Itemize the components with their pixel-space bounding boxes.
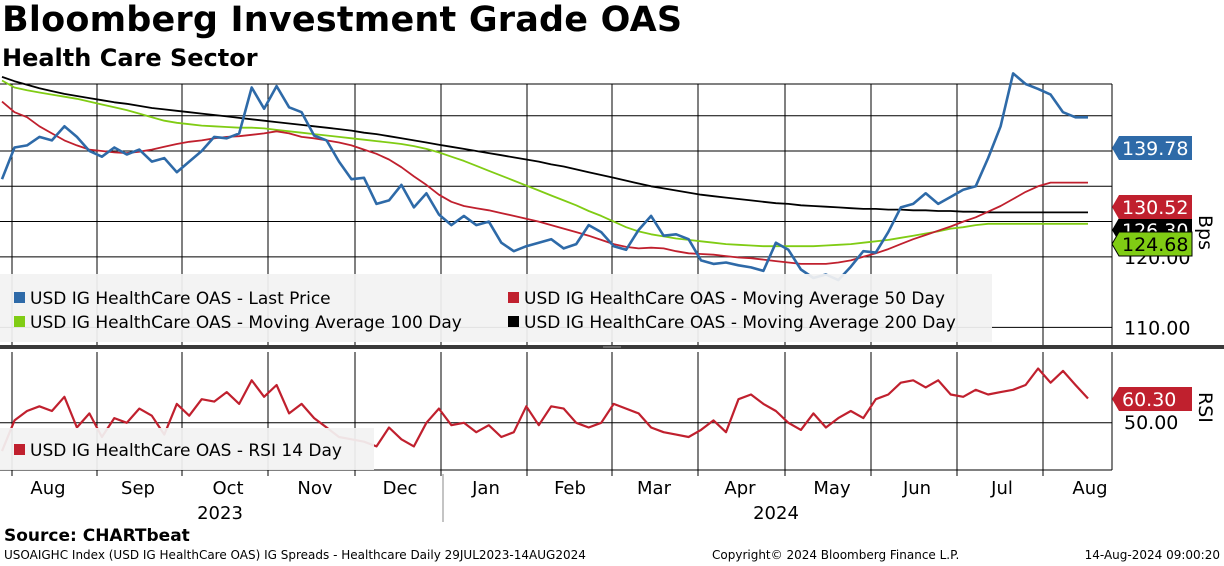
- legend-swatch-ma200: [508, 316, 519, 327]
- copyright: Copyright© 2024 Bloomberg Finance L.P.: [712, 548, 960, 562]
- rsi-ytick-label: 50.00: [1124, 412, 1178, 434]
- x-year-label-2024: 2024: [753, 503, 799, 524]
- last-value-tag-ma100: 124.68: [1111, 231, 1193, 257]
- rsi-series-group: [0, 367, 1089, 452]
- series-line-last_price: [0, 72, 1088, 282]
- svg-text:124.68: 124.68: [1122, 234, 1188, 256]
- x-tick-label-feb: Feb: [554, 478, 586, 499]
- ticker-line: USOAIGHC Index (USD IG HealthCare OAS) I…: [4, 548, 586, 562]
- x-tick-label-sep: Sep: [121, 478, 155, 499]
- x-tick-label-apr: Apr: [724, 478, 756, 499]
- legend-swatch-ma50: [508, 292, 519, 303]
- x-tick-label-aug: Aug: [30, 478, 65, 499]
- chart-subtitle: Health Care Sector: [2, 44, 258, 72]
- series-line-rsi: [0, 367, 1089, 452]
- x-tick-label-dec: Dec: [383, 478, 418, 499]
- legend-label-rsi: USD IG HealthCare OAS - RSI 14 Day: [30, 441, 342, 461]
- legend-swatch-rsi: [14, 444, 25, 455]
- x-tick-label-may: May: [813, 478, 851, 499]
- last-value-tag-last_price: 139.78: [1112, 136, 1192, 160]
- x-tick-label-jul: Jul: [990, 478, 1013, 499]
- x-tick-label-nov: Nov: [297, 478, 332, 499]
- legend-label-last-price: USD IG HealthCare OAS - Last Price: [30, 289, 331, 309]
- legend-label-ma50: USD IG HealthCare OAS - Moving Average 5…: [524, 289, 945, 309]
- x-tick-label-oct: Oct: [212, 478, 243, 499]
- x-tick-label-jun: Jun: [902, 478, 931, 499]
- legend-swatch-last-price: [14, 292, 25, 303]
- price-legend-box: [0, 274, 992, 342]
- rsi-unit-label: RSI: [1194, 392, 1216, 423]
- svg-text:139.78: 139.78: [1122, 138, 1188, 160]
- source-note: Source: CHARTbeat: [4, 526, 190, 546]
- svg-text:60.30: 60.30: [1122, 389, 1176, 411]
- price-unit-label: Bps: [1194, 215, 1216, 250]
- x-axis: Aug Sep Oct Nov Dec Jan Feb Mar Apr May Jun Jul Aug 2…: [11, 470, 1108, 524]
- svg-text:130.52: 130.52: [1122, 197, 1188, 219]
- x-year-label-2023: 2023: [197, 503, 243, 524]
- x-tick-label-jan: Jan: [471, 478, 500, 499]
- legend-swatch-ma100: [14, 316, 25, 327]
- last-value-tag-rsi: 60.30: [1112, 387, 1192, 411]
- series-line-ma200: [1, 76, 1088, 214]
- legend-label-ma100: USD IG HealthCare OAS - Moving Average 1…: [30, 313, 462, 333]
- price-ytick-label: 110.00: [1124, 317, 1190, 339]
- chart-title: Bloomberg Investment Grade OAS: [2, 0, 683, 40]
- x-tick-label-mar: Mar: [637, 478, 672, 499]
- price-series-group: [0, 72, 1088, 282]
- timestamp: 14-Aug-2024 09:00:20: [1084, 548, 1220, 562]
- x-tick-label-aug: Aug: [1072, 478, 1107, 499]
- series-line-ma100: [1, 79, 1088, 248]
- legend-label-ma200: USD IG HealthCare OAS - Moving Average 2…: [524, 313, 956, 333]
- series-line-ma50: [1, 100, 1088, 265]
- last-value-tag-ma50: 130.52: [1112, 195, 1192, 219]
- rsi-legend-box: [0, 428, 374, 470]
